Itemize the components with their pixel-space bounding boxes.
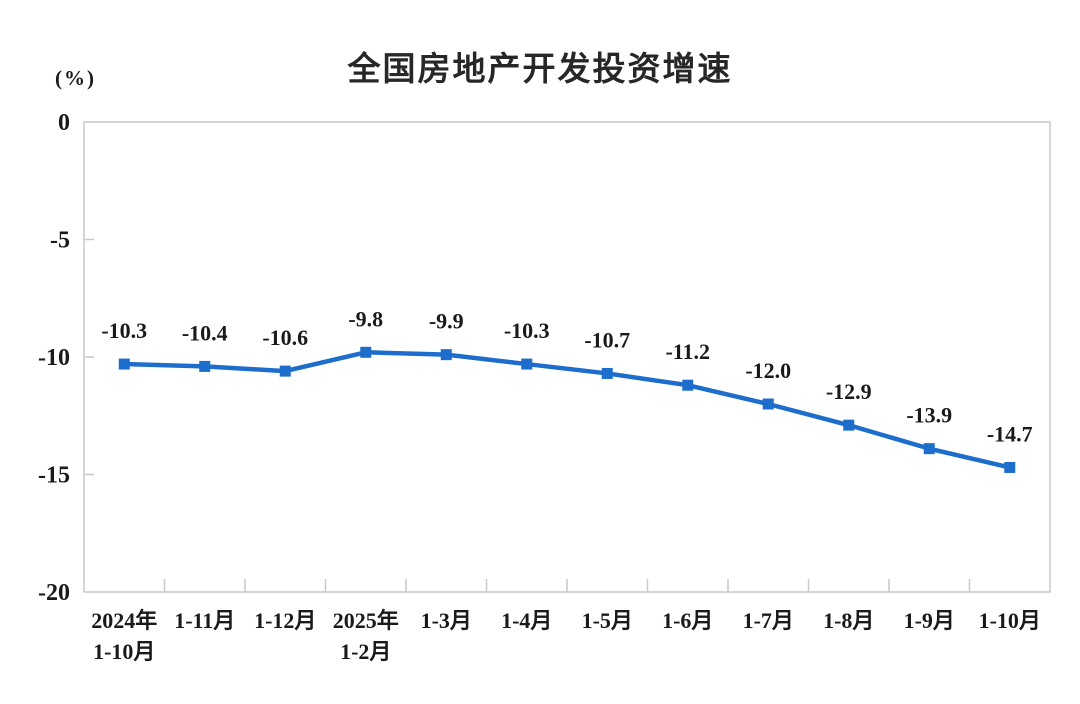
x-axis-label: 1-11月: [174, 608, 235, 633]
data-point-marker: [118, 358, 130, 370]
y-axis-label: -10: [38, 345, 70, 371]
data-point-label: -10.7: [584, 327, 630, 352]
x-axis-label: 1-12月: [254, 608, 316, 633]
y-axis-label: -20: [38, 580, 70, 606]
plot-area-border: [83, 121, 1051, 593]
data-point-label: -10.6: [262, 325, 308, 350]
data-point-marker: [843, 419, 855, 431]
x-axis-label: 2025年 1-2月: [333, 608, 399, 664]
x-axis-label: 1-9月: [904, 608, 955, 633]
data-point-label: -10.3: [504, 318, 550, 343]
x-axis-label: 1-5月: [582, 608, 633, 633]
data-point-marker: [360, 346, 372, 358]
data-point-label: -14.7: [987, 421, 1033, 446]
data-point-label: -13.9: [906, 403, 952, 428]
data-point-marker: [601, 367, 613, 379]
chart-title: 全国房地产开发投资增速: [347, 50, 733, 87]
x-axis-label: 1-7月: [743, 608, 794, 633]
x-axis-label: 2024年 1-10月: [91, 608, 157, 664]
x-axis-label: 1-6月: [662, 608, 713, 633]
data-point-label: -12.9: [826, 379, 872, 404]
data-point-marker: [279, 365, 291, 377]
data-line: [122, 350, 1012, 470]
data-point-label: -9.9: [429, 309, 464, 334]
data-point-label: -12.0: [745, 358, 791, 383]
x-axis-label: 1-10月: [979, 608, 1041, 633]
data-point-label: -10.3: [101, 318, 147, 343]
data-point-marker: [682, 379, 694, 391]
y-axis-unit-label: (%): [55, 66, 96, 90]
x-axis-label: 1-4月: [501, 608, 552, 633]
data-point-marker: [762, 398, 774, 410]
x-axis-label: 1-3月: [421, 608, 472, 633]
y-axis-label: -5: [50, 228, 70, 254]
data-point-marker: [521, 358, 533, 370]
data-point-label: -11.2: [665, 339, 710, 364]
data-point-marker: [923, 443, 935, 455]
data-point-label: -10.4: [182, 320, 228, 345]
data-point-marker: [199, 360, 211, 372]
data-point-label: -9.8: [348, 306, 383, 331]
data-point-marker: [1004, 461, 1016, 473]
y-axis-label: 0: [58, 110, 70, 136]
x-axis-label: 1-8月: [823, 608, 874, 633]
y-axis-label: -15: [38, 463, 70, 489]
data-point-marker: [440, 349, 452, 361]
